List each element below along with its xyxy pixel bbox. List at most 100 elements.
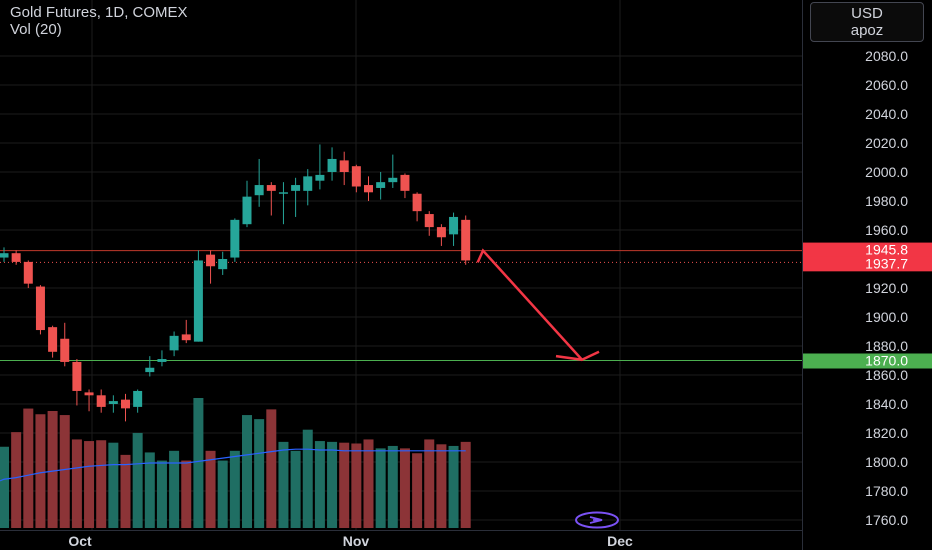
y-tick-label: 2060.0 [865,77,908,93]
candle-body[interactable] [218,259,228,270]
candle-body[interactable] [181,334,191,341]
candle-body[interactable] [60,338,70,362]
volume-bar [387,445,398,528]
y-tick-label: 1960.0 [865,222,908,238]
candle-body[interactable] [48,327,58,352]
volume-bar [266,409,277,528]
y-tick-label: 1840.0 [865,396,908,412]
candle-body[interactable] [327,158,337,172]
y-tick-label: 1800.0 [865,454,908,470]
candle-body[interactable] [315,174,325,181]
volume-bar [302,429,313,528]
volume-bar [424,439,435,528]
volume-bar [169,450,180,528]
candle-body[interactable] [121,399,130,409]
volume-bar [193,398,204,528]
candle-body[interactable] [388,177,398,183]
candle-body[interactable] [23,261,33,284]
y-tick-label: 1860.0 [865,367,908,383]
candle-body[interactable] [339,160,349,172]
price-label-badge [803,242,932,258]
price-label-badge [803,256,932,272]
y-tick-label: 2020.0 [865,135,908,151]
candle-body[interactable] [84,392,94,396]
volume-bar [314,441,325,528]
volume-bar [375,448,386,528]
candle-body[interactable] [351,166,361,187]
volume-bar [71,439,82,528]
candle-body[interactable] [230,219,240,258]
volume-bar [460,441,471,528]
volume-bar [23,408,34,528]
replay-icon-arrow [589,516,603,524]
candle-body[interactable] [133,390,143,407]
volume-bar [412,453,423,528]
candle-body[interactable] [145,367,155,373]
candle-body[interactable] [278,192,288,194]
candle-body[interactable] [242,196,252,225]
symbol-title[interactable]: Gold Futures, 1D, COMEX [10,4,188,21]
volume-bar [35,414,46,528]
candle-body[interactable] [169,335,179,351]
volume-bar [0,446,9,528]
volume-bar [108,442,119,528]
y-tick-label: 1820.0 [865,425,908,441]
volume-indicator-label[interactable]: Vol (20) [10,21,62,38]
candle-body[interactable] [424,214,434,228]
volume-bar [132,432,143,528]
y-tick-label: 1760.0 [865,512,908,528]
candle-body[interactable] [376,182,386,188]
volume-bar [351,443,362,528]
y-tick-label: 1880.0 [865,338,908,354]
candle-body[interactable] [412,193,422,212]
candle-body[interactable] [254,185,264,196]
y-tick-label: 1780.0 [865,483,908,499]
replay-icon[interactable] [575,511,619,529]
volume-bar [229,450,240,528]
volume-bar [254,419,265,528]
volume-bar [278,441,289,528]
volume-bar [436,444,447,528]
y-tick-label: 2040.0 [865,106,908,122]
volume-bar [205,450,216,528]
candle-body[interactable] [266,185,276,191]
candle-body[interactable] [157,359,167,362]
arrow-head [555,354,583,362]
currency-selector[interactable]: USD apoz [810,2,924,42]
candle-body[interactable] [0,253,9,258]
candle-body[interactable] [11,253,21,262]
x-tick-label: Nov [343,533,370,549]
candle-body[interactable] [35,286,45,331]
candle-body[interactable] [72,361,82,391]
volume-bar [448,445,459,528]
candle-body[interactable] [193,260,203,342]
candle-body[interactable] [96,395,106,407]
volume-bar [59,415,70,528]
candle-body[interactable] [206,254,216,267]
projection-arrow[interactable] [476,248,600,362]
volume-bar [84,441,95,528]
volume-bar [156,460,167,528]
unit-label: apoz [850,22,884,39]
volume-bar [11,432,22,528]
volume-bar [363,439,374,528]
candle-body[interactable] [400,174,410,191]
volume-bar [242,415,252,528]
volume-bar [290,450,301,528]
y-tick-label: 2080.0 [865,48,908,64]
candle-body[interactable] [303,176,313,191]
y-tick-label: 2000.0 [865,164,908,180]
candle-body[interactable] [461,219,471,261]
volume-bar [181,460,192,528]
volume-ma-line [0,448,466,482]
candle-body[interactable] [436,227,446,238]
volume-bar [217,460,228,528]
candle-body[interactable] [291,185,301,191]
candle-body[interactable] [449,216,459,235]
volume-bar [339,442,350,528]
candle-body[interactable] [364,185,373,193]
candle-body[interactable] [108,401,118,404]
y-tick-label: 1900.0 [865,309,908,325]
volume-bar [399,448,410,528]
